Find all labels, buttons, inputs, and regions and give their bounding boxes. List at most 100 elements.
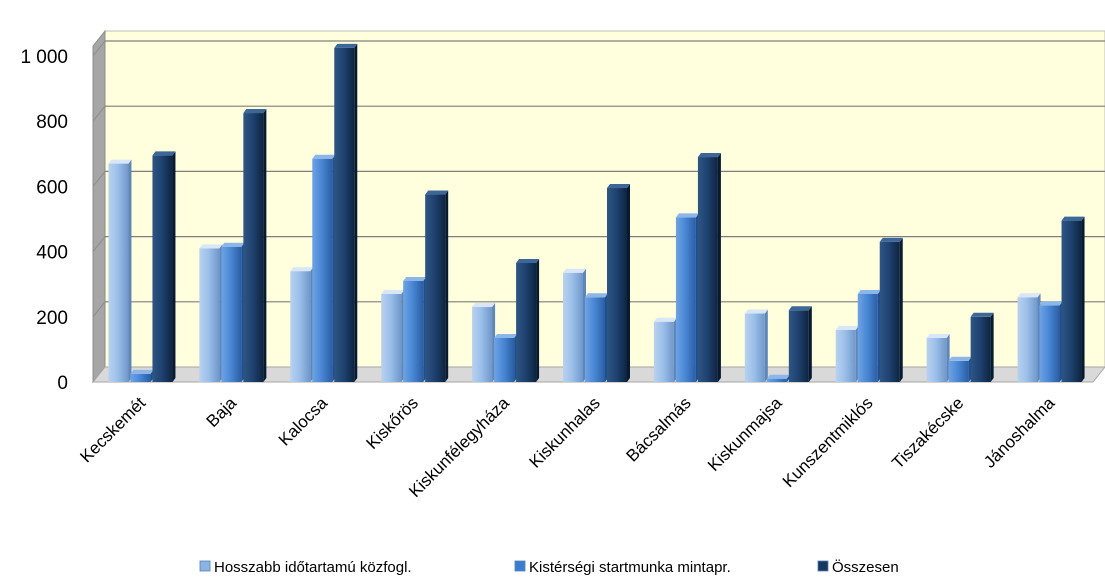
bar-kistersegi-startmunka-mintapr-bacsalmas: [675, 213, 699, 382]
bar-front: [675, 217, 696, 382]
bar-front: [1017, 297, 1038, 382]
bar-front: [585, 297, 605, 382]
legend-swatch: [199, 560, 211, 572]
bar-front: [744, 313, 765, 382]
bar-hosszabb-idotartamu-kozfogl-kiskunhalas: [563, 268, 586, 382]
bar-top: [152, 151, 176, 156]
bar-osszesen-kiskoros: [425, 190, 449, 382]
bar-top: [494, 333, 518, 338]
bar-hosszabb-idotartamu-kozfogl-kecskemet: [108, 159, 132, 382]
bar-top: [857, 289, 881, 294]
bar-front: [607, 188, 627, 382]
bar-top: [403, 276, 427, 281]
bar-top: [199, 244, 223, 249]
bar-front: [108, 163, 129, 382]
bar-front: [472, 307, 493, 382]
bar-kistersegi-startmunka-mintapr-tiszakecske: [948, 356, 972, 382]
bar-osszesen-janoshalma: [1061, 216, 1085, 382]
legend: Hosszabb időtartamú közfogl. Kistérségi s…: [199, 558, 899, 576]
bar-hosszabb-idotartamu-kozfogl-bacsalmas: [653, 317, 677, 382]
bar-kistersegi-startmunka-mintapr-janoshalma: [1039, 301, 1063, 382]
bar-top: [425, 190, 449, 195]
bar-osszesen-baja: [243, 109, 267, 383]
category-label-kecskemet: Kecskemét: [76, 393, 149, 466]
bar-osszesen-bacsalmas: [697, 153, 721, 382]
bar-side: [172, 151, 176, 382]
bar-kistersegi-startmunka-mintapr-kiskunfelegyhaza: [494, 333, 518, 382]
bar-front: [653, 321, 674, 382]
bar-front: [334, 47, 355, 382]
bar-front: [926, 337, 947, 382]
bar-front: [221, 246, 242, 382]
bar-top: [243, 109, 267, 114]
category-label-kalocsa: Kalocsa: [275, 393, 332, 450]
category-label-tiszakecske: Tiszakécske: [888, 393, 967, 472]
category-label-kiskunhalas: Kiskunhalas: [526, 393, 604, 471]
bar-front: [970, 316, 991, 382]
bar-hosszabb-idotartamu-kozfogl-kiskunmajsa: [744, 309, 768, 382]
bar-top: [1039, 301, 1063, 306]
bar-kistersegi-startmunka-mintapr-kiskunmajsa: [766, 374, 790, 382]
bar-front: [857, 293, 878, 382]
bar-kistersegi-startmunka-mintapr-baja: [221, 242, 245, 382]
bar-top: [290, 267, 314, 272]
legend-item-kistersegi-startmunka-mintapr: Kistérségi startmunka mintapr.: [514, 559, 731, 576]
bar-front: [312, 158, 333, 382]
bar-kistersegi-startmunka-mintapr-kunszentmiklos: [857, 289, 881, 382]
plot-side-wall: [92, 29, 106, 384]
bars: [108, 43, 1085, 383]
bar-top: [879, 237, 903, 242]
category-label-kiskunmajsa: Kiskunmajsa: [704, 393, 786, 475]
bar-front: [835, 329, 856, 382]
bar-side: [536, 259, 540, 382]
bar-top: [334, 43, 358, 48]
bar-front: [243, 113, 264, 383]
bar-front: [948, 360, 969, 382]
bar-side: [717, 153, 721, 382]
bar-front: [494, 337, 515, 382]
gridline-diagonal: [92, 236, 106, 252]
bar-top: [130, 369, 154, 374]
bar-front: [1061, 220, 1082, 382]
legend-swatch: [817, 560, 829, 572]
y-tick-label: 400: [36, 243, 68, 264]
bar-osszesen-kecskemet: [152, 151, 176, 382]
y-tick-label: 1 000: [20, 47, 68, 68]
gridline-diagonal: [92, 40, 106, 57]
bar-front: [425, 194, 446, 382]
category-label-kiskunfelegyhaza: Kiskunfélegyháza: [405, 393, 513, 501]
gridlines: [92, 40, 1105, 318]
bar-front: [1039, 305, 1060, 382]
category-label-baja: Baja: [203, 393, 241, 431]
bar-side: [764, 309, 768, 382]
bar-top: [1061, 216, 1085, 221]
bar-top: [221, 242, 245, 247]
bar-side: [899, 237, 903, 382]
bar-kistersegi-startmunka-mintapr-kalocsa: [312, 154, 336, 382]
bar-front: [516, 263, 537, 382]
bar-kistersegi-startmunka-mintapr-kiskunhalas: [585, 293, 608, 382]
bar-top: [563, 268, 586, 273]
bar-kistersegi-startmunka-mintapr-kiskoros: [403, 276, 427, 382]
bar-front: [381, 293, 402, 382]
bar-top: [585, 293, 608, 298]
bar-top: [788, 306, 812, 311]
category-label-janoshalma: Jánoshalma: [980, 393, 1059, 472]
bar-kistersegi-startmunka-mintapr-kecskemet: [130, 369, 154, 382]
category-label-kiskoros: Kiskőrös: [362, 393, 422, 453]
bar-top: [516, 259, 540, 264]
bar-front: [697, 157, 718, 382]
bar-front: [766, 378, 787, 382]
bar-hosszabb-idotartamu-kozfogl-kalocsa: [290, 267, 314, 382]
bar-osszesen-kiskunfelegyhaza: [516, 259, 540, 382]
bar-hosszabb-idotartamu-kozfogl-tiszakecske: [926, 333, 950, 382]
bar-side: [627, 184, 630, 382]
bar-top: [472, 303, 496, 308]
bar-top: [675, 213, 699, 218]
bar-side: [445, 190, 449, 382]
bar-side: [263, 109, 267, 383]
bar-front: [290, 271, 311, 382]
gridline-diagonal: [92, 301, 106, 318]
